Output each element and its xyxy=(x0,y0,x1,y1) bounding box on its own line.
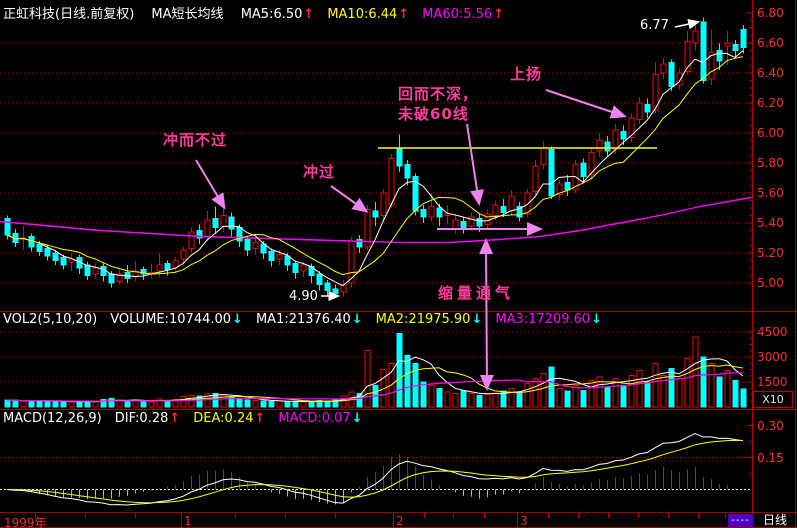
axis-tick-label: 6.20 xyxy=(757,96,784,110)
annotation-text: 冲过 xyxy=(303,163,336,181)
axis-tick-label: 5.20 xyxy=(757,246,784,260)
price-point-label: 6.77 xyxy=(640,18,669,33)
macd-indicator-header: MACD(12,26,9) DIF:0.28↑ DEA:0.24↑ MACD:0.07… xyxy=(3,411,376,426)
extension-box[interactable]: ---- xyxy=(728,514,753,527)
down-arrow-icon: ↓ xyxy=(232,312,243,327)
month-separator xyxy=(181,513,182,528)
axis-tick-label: 0.30 xyxy=(757,418,784,433)
candles-layer xyxy=(4,17,747,298)
up-arrow-icon: ↑ xyxy=(398,7,410,22)
indicator-value: VOL2(5,10,20) xyxy=(3,312,98,327)
timeline-tick xyxy=(725,513,726,518)
timeline-tick xyxy=(548,513,549,518)
timeline-tick xyxy=(235,513,236,518)
axis-tick-label: 6.80 xyxy=(757,6,784,20)
timeline-statusbar[interactable]: 1999年 ---- 日线 1 2 3 xyxy=(0,513,797,528)
axis-tick-label: 1500 xyxy=(757,375,788,389)
axis-tick-label: 5.00 xyxy=(757,276,784,290)
timeline-tick xyxy=(424,513,425,518)
timeline-tick xyxy=(35,513,36,518)
ma-lines-layer xyxy=(0,50,752,403)
indicator-value: MA5:6.50↑ xyxy=(240,7,315,22)
timeline-tick xyxy=(638,513,639,518)
axis-tick-label: 0.15 xyxy=(757,450,784,465)
axis-tick-label: 5.40 xyxy=(757,216,784,230)
price-point-label: 4.90 xyxy=(289,289,318,304)
up-arrow-icon: ↑ xyxy=(303,7,315,22)
indicator-value: MA1:21376.40↓ xyxy=(255,312,363,327)
down-arrow-icon: ↓ xyxy=(471,312,483,327)
axis-tick-label: 5.80 xyxy=(757,156,784,170)
year-label: 1999年 xyxy=(4,516,47,528)
timeline-tick xyxy=(335,513,336,518)
indicator-value: MA2:21975.90↓ xyxy=(375,312,483,327)
annotation-text: 上扬 xyxy=(510,65,543,83)
axis-tick-label: 6.60 xyxy=(757,36,784,50)
indicator-value: MACD:0.07↓ xyxy=(278,411,363,426)
month-label: 2 xyxy=(396,514,404,528)
month-label: 1 xyxy=(184,514,192,528)
period-label[interactable]: 日线 xyxy=(762,513,787,527)
annotation-text: 冲而不过 xyxy=(163,131,228,149)
down-arrow-icon: ↓ xyxy=(351,312,363,327)
volume-indicator-header: VOL2(5,10,20) VOLUME:10744.00↓ MA1:21376.4… xyxy=(3,312,615,327)
down-arrow-icon: ↓ xyxy=(591,312,603,327)
annotation-text: 回而不深， 未破60线 xyxy=(398,85,479,123)
timeline-tick xyxy=(578,513,579,518)
indicator-value: DEA:0.24↑ xyxy=(193,411,266,426)
axis-tick-label: 5.60 xyxy=(757,186,784,200)
timeline-tick xyxy=(135,513,136,518)
indicator-value: MA60:5.56↑ xyxy=(422,7,505,22)
month-label: 3 xyxy=(520,514,528,528)
gridlines-layer xyxy=(0,42,751,490)
volume-bars-layer xyxy=(4,333,747,408)
annotation-text: 缩量通气 xyxy=(438,284,515,302)
timeline-tick xyxy=(453,513,454,518)
axis-tick-label: 6.00 xyxy=(757,126,784,140)
indicator-value: DIF:0.28↑ xyxy=(114,411,181,426)
axis-tick-label: 3000 xyxy=(757,350,788,364)
timeline-tick xyxy=(285,513,286,518)
timeline-tick xyxy=(698,513,699,518)
up-arrow-icon: ↑ xyxy=(169,411,181,426)
annotation-arrows-layer xyxy=(195,18,701,391)
up-arrow-icon: ↑ xyxy=(493,7,505,22)
axis-tick-label: 6.40 xyxy=(757,66,784,80)
timeline-tick xyxy=(668,513,669,518)
volume-multiplier-badge: X10 xyxy=(753,391,793,408)
up-arrow-icon: ↑ xyxy=(254,411,266,426)
main-indicator-header: 正虹科技(日线.前复权) MA短长均线 MA5:6.50↑ MA10:6.44↑ M… xyxy=(3,3,517,22)
indicator-value: MACD(12,26,9) xyxy=(3,411,102,426)
macd-layer xyxy=(6,433,744,506)
indicator-value: VOLUME:10744.00↓ xyxy=(110,312,243,327)
indicator-value: MA3:17209.60↓ xyxy=(495,312,603,327)
month-separator xyxy=(517,513,518,528)
stock-title: 正虹科技(日线.前复权) xyxy=(3,7,135,22)
indicator-value: MA10:6.44↑ xyxy=(327,7,410,22)
timeline-tick xyxy=(608,513,609,518)
timeline-tick xyxy=(484,513,485,518)
axis-tick-label: 4500 xyxy=(757,325,788,339)
down-arrow-icon: ↓ xyxy=(351,411,363,426)
timeline-tick xyxy=(85,513,86,518)
month-separator xyxy=(393,513,394,528)
indicator-name: MA短长均线 xyxy=(151,7,224,22)
